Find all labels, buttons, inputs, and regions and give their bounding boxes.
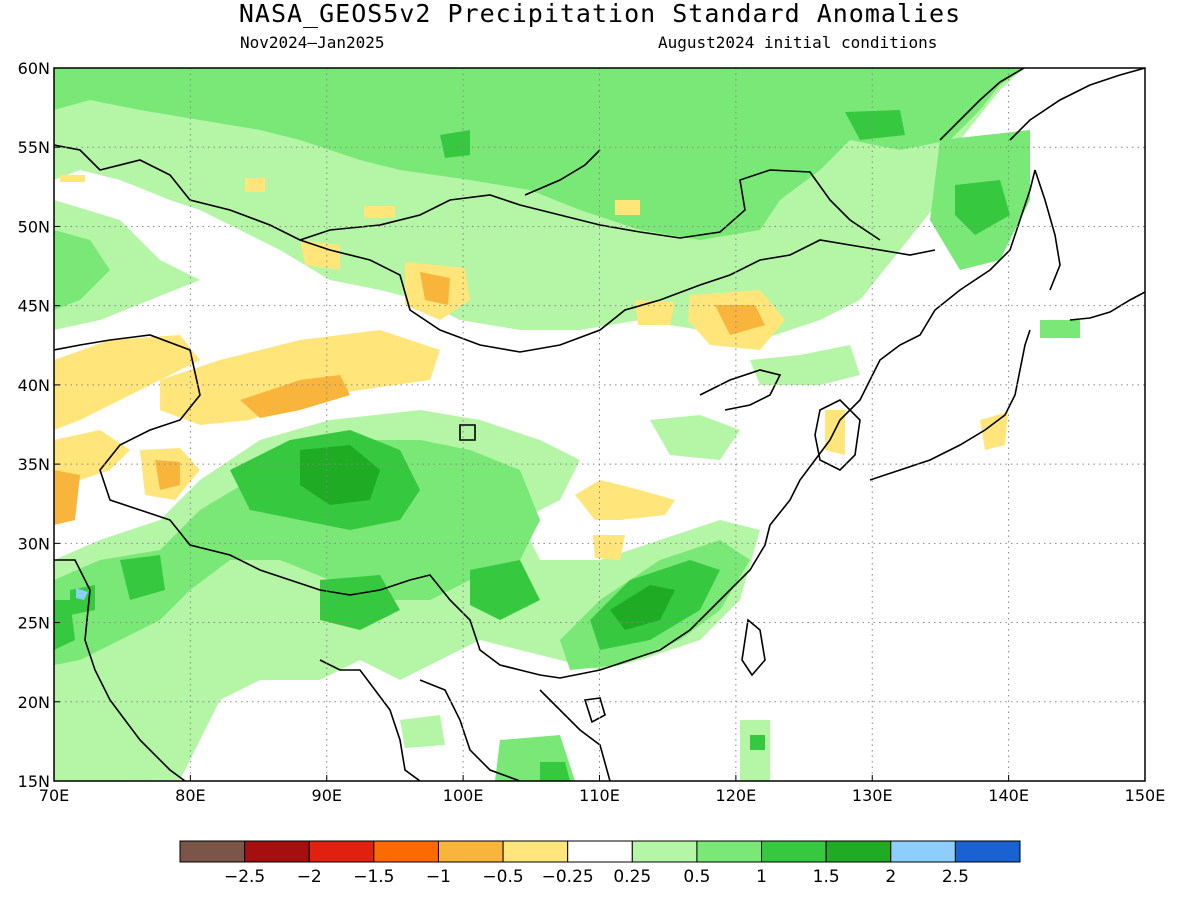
x-tick-label: 70E: [39, 786, 69, 805]
colorbar-label: −1: [426, 867, 451, 887]
colorbar-swatch: [502, 840, 569, 863]
x-tick-label: 120E: [716, 786, 757, 805]
x-tick-label: 150E: [1125, 786, 1166, 805]
colorbar-swatch: [761, 840, 827, 863]
colorbar-swatch: [373, 840, 439, 863]
colorbar-swatch: [825, 840, 892, 863]
colorbar-label: 0.25: [613, 867, 651, 887]
x-tick-label: 90E: [312, 786, 342, 805]
colorbar-swatch: [696, 840, 763, 863]
colorbar-label: 1: [756, 867, 767, 887]
colorbar-label: 2: [885, 867, 896, 887]
axis-ticks: 70E 80E 90E 100E 110E 120E 130E 140E 150E 15N 20N 2…: [18, 59, 1166, 805]
grid-lines: [54, 68, 1145, 781]
colorbar-swatch: [308, 840, 375, 863]
y-tick-label: 20N: [18, 693, 50, 712]
colorbar-label: 1.5: [813, 867, 840, 887]
x-tick-label: 100E: [443, 786, 484, 805]
colorbar-label: 0.5: [683, 867, 710, 887]
y-tick-label: 15N: [18, 772, 50, 791]
x-tick-label: 80E: [175, 786, 205, 805]
colorbar-label: 2.5: [942, 867, 969, 887]
y-tick-label: 40N: [18, 376, 50, 395]
y-tick-label: 30N: [18, 534, 50, 553]
colorbar-swatch: [567, 840, 633, 863]
x-tick-label: 110E: [579, 786, 620, 805]
colorbar-swatch: [631, 840, 698, 863]
colorbar-swatch: [954, 840, 1021, 863]
forecast-period: Nov2024–Jan2025: [240, 33, 385, 52]
colorbar: −2.5 −2 −1.5 −1 −0.5 −0.25 0.25 0.5 1 1.5 2 2.5: [179, 840, 1021, 887]
map-title: NASA_GEOS5v2 Precipitation Standard Anom…: [238, 0, 962, 28]
colorbar-label: −2: [297, 867, 322, 887]
y-tick-label: 60N: [18, 59, 50, 78]
y-tick-label: 45N: [18, 297, 50, 316]
colorbar-swatch: [437, 840, 504, 863]
y-tick-label: 55N: [18, 138, 50, 157]
colorbar-label: −1.5: [353, 867, 394, 887]
initial-conditions: August2024 initial conditions: [658, 33, 938, 52]
colorbar-label: −0.25: [542, 867, 594, 887]
colorbar-swatch: [179, 840, 246, 863]
x-tick-label: 140E: [988, 786, 1029, 805]
anomaly-field: [54, 68, 1080, 781]
y-tick-label: 25N: [18, 614, 50, 633]
colorbar-swatch: [244, 840, 310, 863]
colorbar-label: −0.5: [482, 867, 523, 887]
colorbar-swatch: [890, 840, 956, 863]
x-tick-label: 130E: [852, 786, 893, 805]
y-tick-label: 35N: [18, 455, 50, 474]
coastline-borders: [54, 68, 1145, 781]
colorbar-label: −2.5: [224, 867, 265, 887]
y-tick-label: 50N: [18, 217, 50, 236]
